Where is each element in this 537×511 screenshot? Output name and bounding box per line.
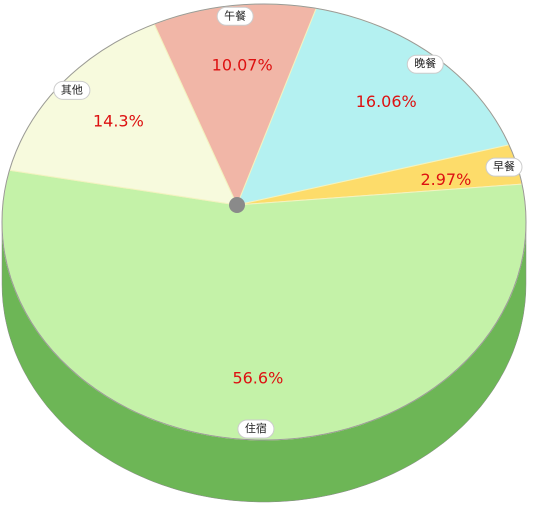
name-pill bbox=[237, 419, 275, 439]
value-label: 56.6% bbox=[232, 368, 283, 387]
value-label: 16.06% bbox=[356, 92, 417, 111]
name-pill bbox=[485, 157, 523, 177]
pie-center bbox=[229, 197, 245, 213]
name-pill bbox=[216, 6, 254, 26]
category-label: 早餐 bbox=[493, 159, 515, 173]
name-pill bbox=[53, 80, 91, 100]
value-label: 2.97% bbox=[420, 170, 471, 189]
category-label: 晚餐 bbox=[414, 56, 436, 70]
category-label: 午餐 bbox=[224, 8, 246, 22]
category-label: 住宿 bbox=[245, 421, 267, 435]
value-label: 10.07% bbox=[212, 56, 273, 75]
value-label: 14.3% bbox=[93, 112, 144, 131]
pie-outline bbox=[1, 3, 527, 441]
category-label: 其他 bbox=[61, 83, 83, 96]
name-pill bbox=[406, 54, 444, 74]
